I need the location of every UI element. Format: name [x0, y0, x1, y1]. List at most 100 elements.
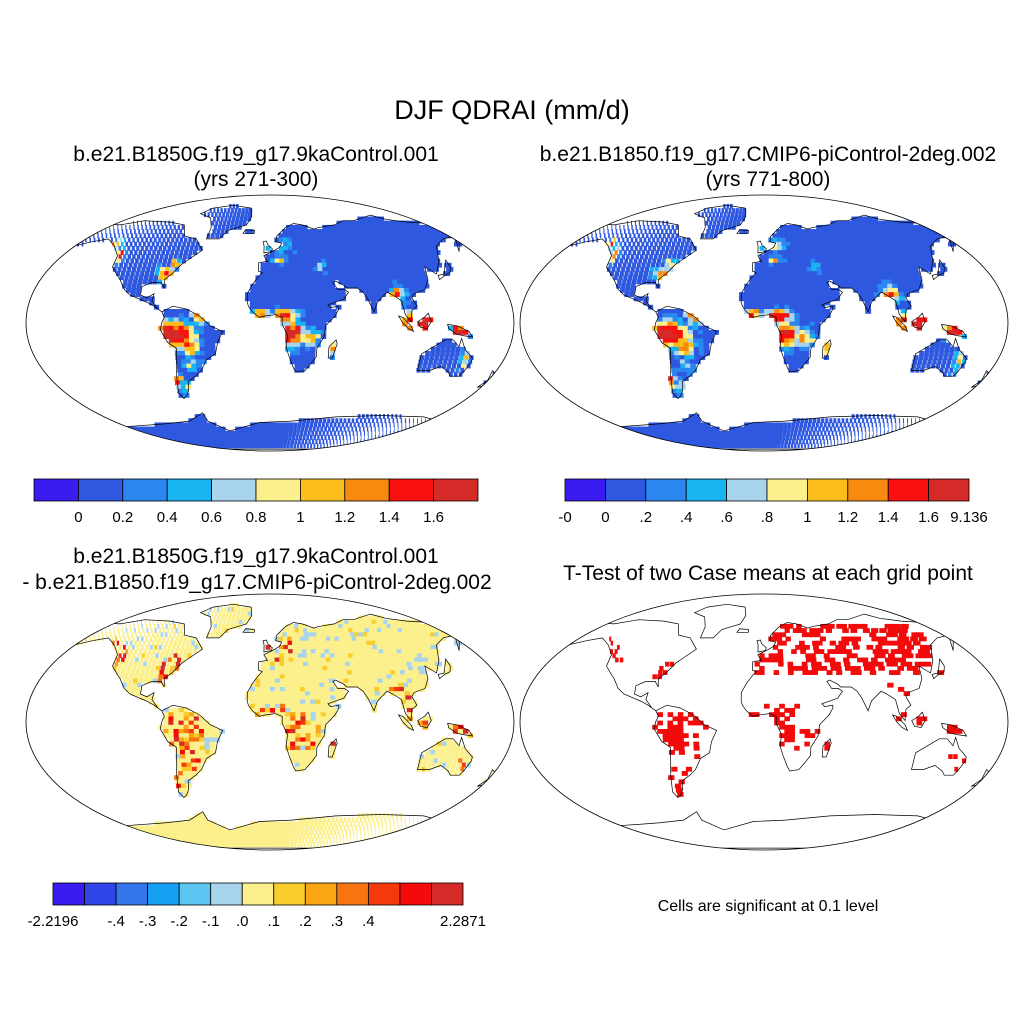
colorbar-tick-label: .6 [720, 509, 733, 526]
colorbar-tick-label: 0.6 [201, 509, 222, 526]
coastline-sumatra [397, 714, 415, 732]
coastline-borneo [417, 711, 432, 728]
figure-title: DJF QDRAI (mm/d) [394, 95, 630, 125]
coastline-great-britain [756, 639, 767, 653]
colorbar-swatch [241, 882, 275, 906]
colorbar-tick-label: .2 [640, 509, 653, 526]
colorbar-swatch [52, 882, 85, 906]
coastline-north-america [567, 220, 697, 313]
colorbar-swatch [166, 478, 212, 502]
coastline-iceland [736, 628, 749, 633]
coastline-new-guinea [941, 323, 968, 338]
colorbar-swatch [115, 882, 149, 906]
colorbar-tick-label: 1.2 [837, 509, 858, 526]
coastline-japan [931, 658, 945, 680]
colorbar-swatch [726, 478, 768, 502]
colorbar-swatch [147, 882, 180, 906]
coastline-south-america [159, 305, 224, 400]
coastline-south-america [653, 704, 718, 799]
colorbar-swatch [645, 478, 687, 502]
map-border [519, 593, 1009, 851]
colorbar-tick-label: 1.6 [423, 509, 444, 526]
coastline-new-guinea [941, 722, 968, 737]
colorbar-swatch [211, 478, 257, 502]
colorbar-swatch [344, 478, 390, 502]
map-cells [609, 623, 967, 797]
colorbar-case2: -0 0 .2 .4 .6 .8 1 1.2 1.4 1.6 9.136 [558, 478, 988, 526]
coastline-sumatra [891, 315, 909, 333]
colorbar-swatch [273, 882, 306, 906]
colorbar-swatch [367, 882, 401, 906]
significance-note: Cells are significant at 0.1 level [657, 898, 879, 915]
colorbar-tick-label: 0 [601, 509, 609, 526]
colorbar-difference: -2.2196 -.4 -.3 -.2 -.1 .0 .1 .2 .3 .4 2.2871 [28, 882, 486, 930]
coastline-africa-eurasia [740, 613, 966, 772]
colorbar-swatch [807, 478, 849, 502]
colorbar-tick-label: -.2 [170, 913, 188, 930]
coastline-north-america [567, 619, 697, 712]
coastline-madagascar [821, 738, 832, 758]
colorbar-swatch [928, 478, 970, 502]
colorbar-swatch [685, 478, 728, 502]
coastline-great-britain [262, 639, 273, 653]
colorbar-tick-label: -.1 [202, 913, 220, 930]
coastline-north-america [73, 619, 203, 712]
coastline-australia [417, 337, 473, 377]
colorbar-swatch [399, 882, 432, 906]
colorbar-swatch [122, 478, 168, 502]
coastline-australia [911, 736, 967, 776]
colorbar-tick-label: 0.2 [112, 509, 133, 526]
colorbar-swatch [847, 478, 889, 502]
coastline-africa-eurasia [246, 613, 472, 772]
coastline-great-britain [262, 240, 273, 254]
colorbar-tick-label: .0 [236, 913, 249, 930]
panel-subtitle-difference: - b.e21.B1850.f19_g17.CMIP6-piControl-2d… [22, 571, 492, 594]
coastline-borneo [911, 711, 926, 728]
colorbar-tick-label: 0.4 [157, 509, 178, 526]
colorbar-swatch [33, 478, 79, 502]
coastline-japan [931, 259, 945, 281]
colorbar-swatch [564, 478, 606, 502]
panel-subtitle-case2: (yrs 771-800) [705, 168, 831, 191]
colorbar-tick-label: 9.136 [950, 509, 988, 526]
coastline-sumatra [891, 714, 909, 732]
coastline-south-america [159, 704, 224, 799]
colorbar-swatch [304, 882, 338, 906]
colorbar-tick-label: 0 [74, 509, 82, 526]
map-panel-case2 [519, 194, 1009, 452]
colorbar-tick-label: .8 [761, 509, 774, 526]
coastline-new-guinea [447, 722, 474, 737]
coastline-borneo [911, 312, 926, 329]
colorbar-swatch [84, 882, 117, 906]
colorbar-tick-label: 1 [296, 509, 304, 526]
map-cells [77, 602, 496, 848]
map-panel-ttest [519, 593, 1009, 851]
coastline-iceland [242, 229, 255, 234]
colorbar-tick-label: .1 [268, 913, 281, 930]
coastline-greenland [693, 603, 747, 639]
panel-title-ttest: T-Test of two Case means at each grid po… [563, 562, 973, 585]
colorbar-swatch [178, 882, 212, 906]
colorbar-tick-label: 2.2871 [440, 913, 486, 930]
coastline-greenland [199, 603, 253, 639]
colorbar-swatch [255, 478, 301, 502]
colorbar-swatch [210, 882, 243, 906]
map-cells [77, 203, 496, 449]
coastline-borneo [417, 312, 432, 329]
panel-title-case2: b.e21.B1850.f19_g17.CMIP6-piControl-2deg… [539, 143, 997, 166]
coastline-great-britain [756, 240, 767, 254]
colorbar-swatch [388, 478, 435, 502]
coastline-japan [437, 658, 451, 680]
colorbar-swatch [605, 478, 647, 502]
coastline-antarctica [573, 811, 955, 849]
colorbar-tick-label: .4 [362, 913, 375, 930]
colorbar-tick-label: -0 [558, 509, 571, 526]
coastline-australia [911, 337, 967, 377]
colorbar-tick-label: 0.8 [246, 509, 267, 526]
coastline-africa-eurasia [246, 214, 472, 373]
colorbar-case1: 0 0.2 0.4 0.6 0.8 1 1.2 1.4 1.6 [33, 478, 479, 526]
colorbar-tick-label: -2.2196 [28, 913, 79, 930]
colorbar-tick-label: .3 [331, 913, 344, 930]
colorbar-tick-label: -.3 [139, 913, 157, 930]
colorbar-swatch [299, 478, 346, 502]
